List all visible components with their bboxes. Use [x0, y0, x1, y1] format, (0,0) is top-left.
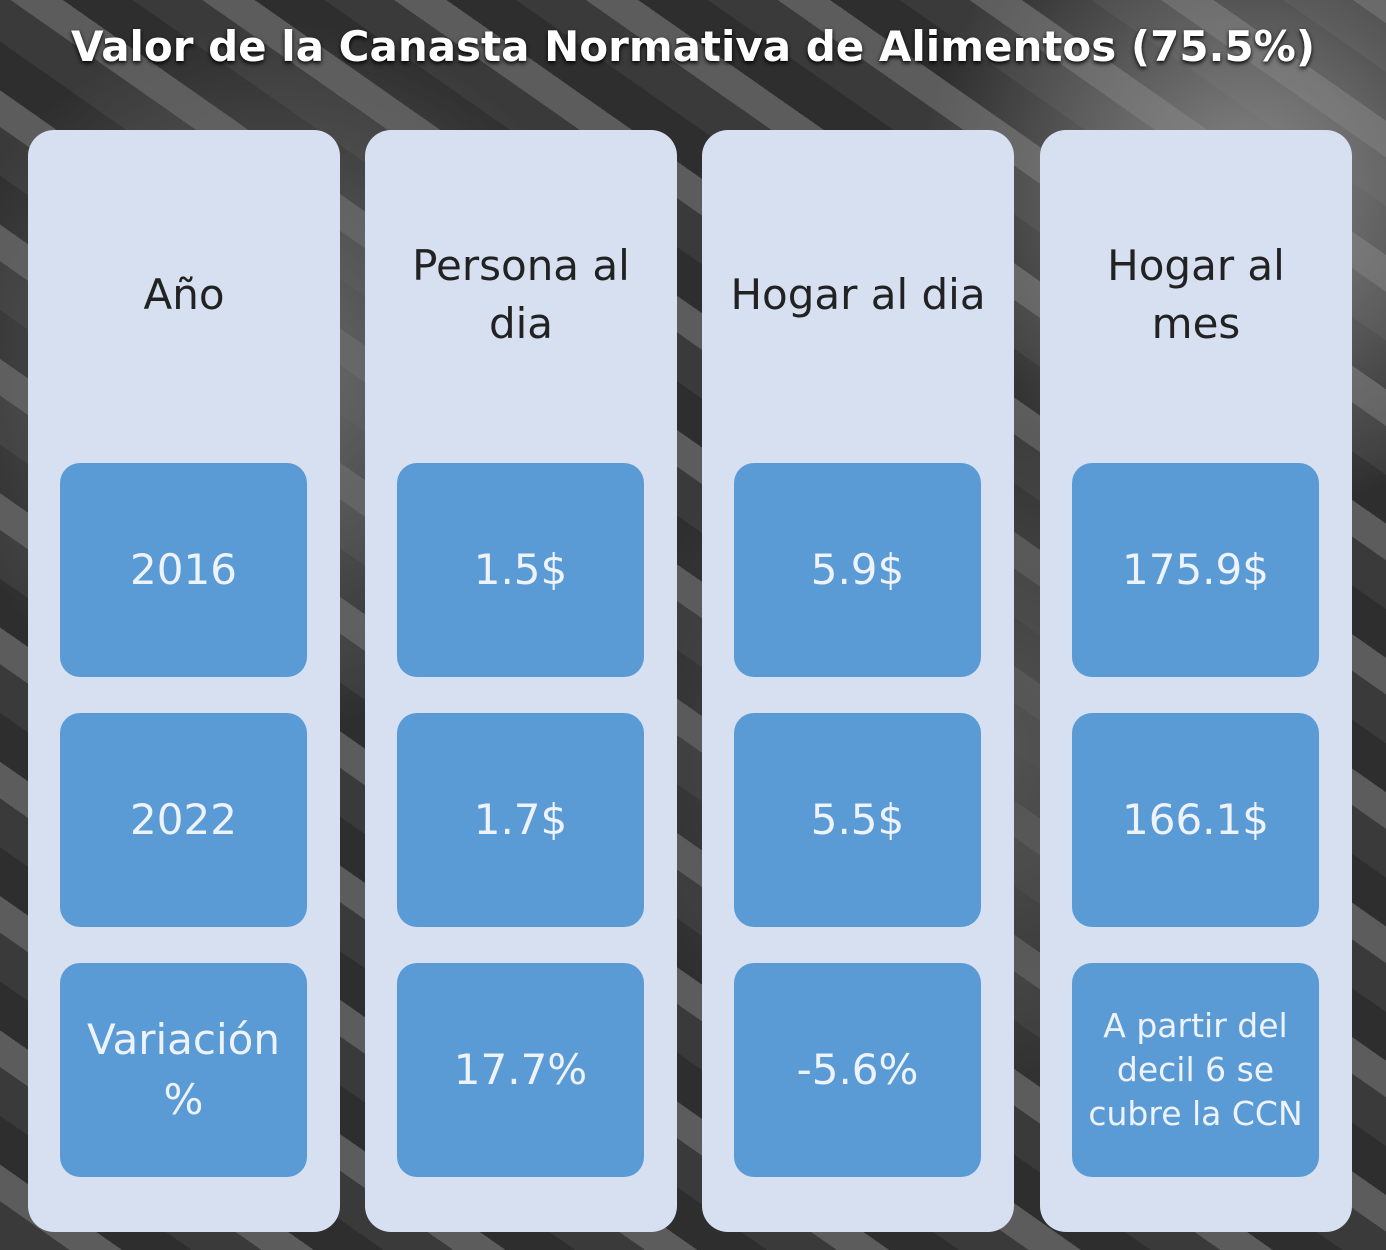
value-cell: 1.5$ [397, 463, 644, 677]
value-cell: 2022 [60, 713, 307, 927]
value-cell: 166.1$ [1072, 713, 1319, 927]
value-cell: 175.9$ [1072, 463, 1319, 677]
column-header: Persona al dia [396, 240, 646, 350]
value-cell: 17.7% [397, 963, 644, 1177]
value-cell: 2016 [60, 463, 307, 677]
value-cell: -5.6% [734, 963, 981, 1177]
value-cell: 1.7$ [397, 713, 644, 927]
title: Valor de la Canasta Normativa de Aliment… [0, 22, 1386, 71]
column: Persona al dia 1.5$ 1.7$ 17.7% [365, 130, 677, 1232]
value-cell: A partir del decil 6 se cubre la CCN [1072, 963, 1319, 1177]
value-cell: 5.5$ [734, 713, 981, 927]
column: Hogar al dia 5.9$ 5.5$ -5.6% [702, 130, 1014, 1232]
infographic: Valor de la Canasta Normativa de Aliment… [0, 0, 1386, 1250]
value-cell: 5.9$ [734, 463, 981, 677]
column: Año 2016 2022 Variación % [28, 130, 340, 1232]
column-header: Hogar al mes [1081, 240, 1311, 350]
column-header: Hogar al dia [708, 240, 1008, 350]
column: Hogar al mes 175.9$ 166.1$ A partir del dec… [1040, 130, 1352, 1232]
column-header: Año [39, 240, 329, 350]
value-cell: Variación % [60, 963, 307, 1177]
